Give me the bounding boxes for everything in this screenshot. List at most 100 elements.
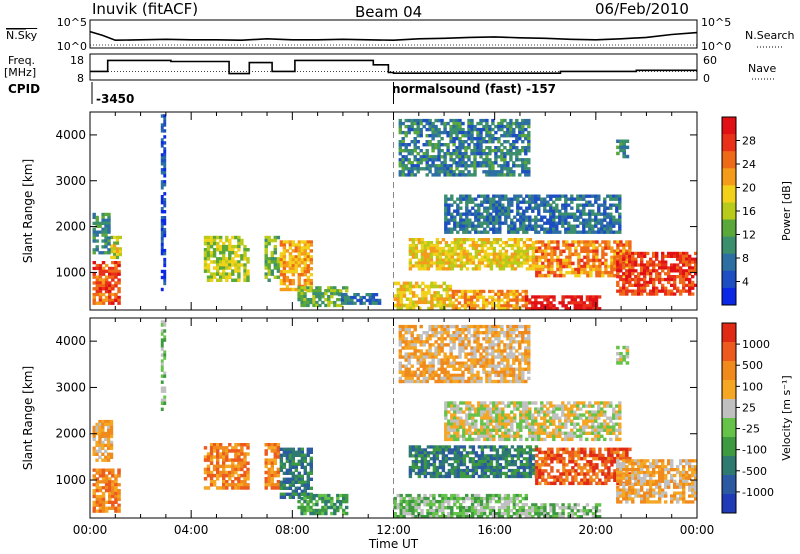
power-cell bbox=[438, 267, 443, 271]
power-cell bbox=[110, 247, 114, 251]
power-cell bbox=[528, 194, 532, 198]
velocity-cell bbox=[488, 496, 493, 501]
velocity-cell bbox=[628, 473, 632, 478]
power-cell bbox=[431, 155, 435, 159]
power-cell bbox=[576, 194, 580, 198]
velocity-cell bbox=[592, 447, 596, 452]
power-cell bbox=[113, 252, 117, 257]
velocity-cell bbox=[492, 468, 497, 473]
power-cell bbox=[525, 218, 529, 222]
velocity-cell bbox=[462, 509, 466, 513]
power-cell bbox=[448, 287, 453, 292]
power-cell bbox=[535, 258, 539, 263]
power-cell bbox=[451, 289, 456, 294]
power-cell bbox=[488, 124, 492, 129]
velocity-cell bbox=[160, 401, 164, 405]
power-cell bbox=[622, 254, 626, 258]
velocity-cell bbox=[577, 450, 581, 455]
velocity-cell bbox=[114, 477, 118, 481]
velocity-cell bbox=[507, 474, 512, 479]
velocity-cell bbox=[503, 509, 508, 513]
power-cell bbox=[424, 284, 428, 289]
velocity-cell bbox=[592, 472, 596, 476]
power-cell bbox=[471, 241, 476, 245]
velocity-cell bbox=[622, 456, 626, 461]
power-cell bbox=[398, 121, 402, 126]
velocity-cell bbox=[616, 450, 620, 455]
velocity-cell bbox=[282, 462, 287, 466]
velocity-cell bbox=[243, 458, 247, 462]
power-cell bbox=[98, 272, 103, 276]
power-cell bbox=[462, 241, 467, 245]
power-cell bbox=[160, 198, 164, 202]
power-cell bbox=[114, 266, 118, 271]
power-cell bbox=[95, 224, 99, 228]
power-cell bbox=[670, 277, 674, 282]
power-cell bbox=[552, 221, 556, 225]
power-cell bbox=[543, 206, 547, 210]
velocity-cell bbox=[568, 450, 572, 455]
velocity-cell bbox=[297, 450, 301, 454]
velocity-cell bbox=[504, 463, 509, 467]
velocity-cell bbox=[547, 472, 551, 476]
power-cell bbox=[477, 243, 482, 248]
power-cell bbox=[449, 130, 453, 135]
power-cell bbox=[411, 264, 416, 268]
power-cell bbox=[494, 137, 498, 141]
velocity-cell bbox=[243, 464, 247, 469]
power-cell bbox=[676, 251, 680, 256]
power-cell bbox=[544, 273, 548, 278]
power-cell bbox=[471, 212, 475, 216]
power-cell bbox=[458, 152, 462, 156]
power-cell bbox=[535, 273, 539, 278]
velocity-cell bbox=[547, 475, 551, 479]
power-cell bbox=[450, 218, 454, 222]
power-cell bbox=[604, 261, 608, 266]
power-cell bbox=[414, 281, 419, 286]
velocity-cell bbox=[273, 483, 277, 487]
power-cell bbox=[521, 118, 525, 123]
power-cell bbox=[519, 261, 524, 265]
power-cell bbox=[531, 261, 536, 265]
power-cell bbox=[643, 283, 647, 287]
power-cell bbox=[455, 149, 459, 153]
power-cell bbox=[282, 267, 287, 271]
velocity-cell bbox=[429, 506, 433, 510]
velocity-cell bbox=[453, 448, 458, 452]
power-cell bbox=[477, 209, 481, 213]
velocity-cell bbox=[303, 456, 307, 460]
power-cell bbox=[500, 124, 504, 129]
power-cell bbox=[398, 130, 402, 135]
power-cell bbox=[107, 221, 111, 225]
power-cell bbox=[570, 230, 574, 234]
power-cell bbox=[228, 254, 232, 258]
power-cell bbox=[407, 173, 411, 177]
power-cell bbox=[476, 140, 480, 144]
power-cell bbox=[589, 270, 593, 275]
velocity-cell bbox=[309, 465, 313, 469]
power-cell bbox=[243, 251, 247, 255]
power-cell bbox=[465, 218, 469, 222]
power-cell bbox=[616, 246, 620, 250]
velocity-cell bbox=[279, 486, 284, 490]
power-cell bbox=[209, 254, 214, 258]
velocity-cell bbox=[489, 445, 494, 449]
power-cell bbox=[438, 252, 443, 256]
power-cell bbox=[327, 298, 331, 302]
power-cell bbox=[485, 124, 489, 129]
power-cell bbox=[616, 249, 620, 253]
power-cell bbox=[613, 258, 617, 263]
velocity-cell bbox=[537, 506, 541, 510]
power-cell bbox=[628, 280, 632, 285]
power-cell bbox=[303, 298, 307, 302]
power-cell bbox=[652, 266, 656, 270]
power-cell bbox=[297, 292, 301, 296]
power-cell bbox=[104, 263, 109, 268]
power-cell bbox=[104, 233, 108, 237]
power-cell bbox=[340, 298, 345, 303]
velocity-cell bbox=[276, 483, 281, 487]
power-cell bbox=[98, 269, 103, 273]
velocity-cell bbox=[456, 506, 460, 510]
power-cell bbox=[637, 263, 641, 267]
velocity-cell bbox=[447, 451, 452, 455]
